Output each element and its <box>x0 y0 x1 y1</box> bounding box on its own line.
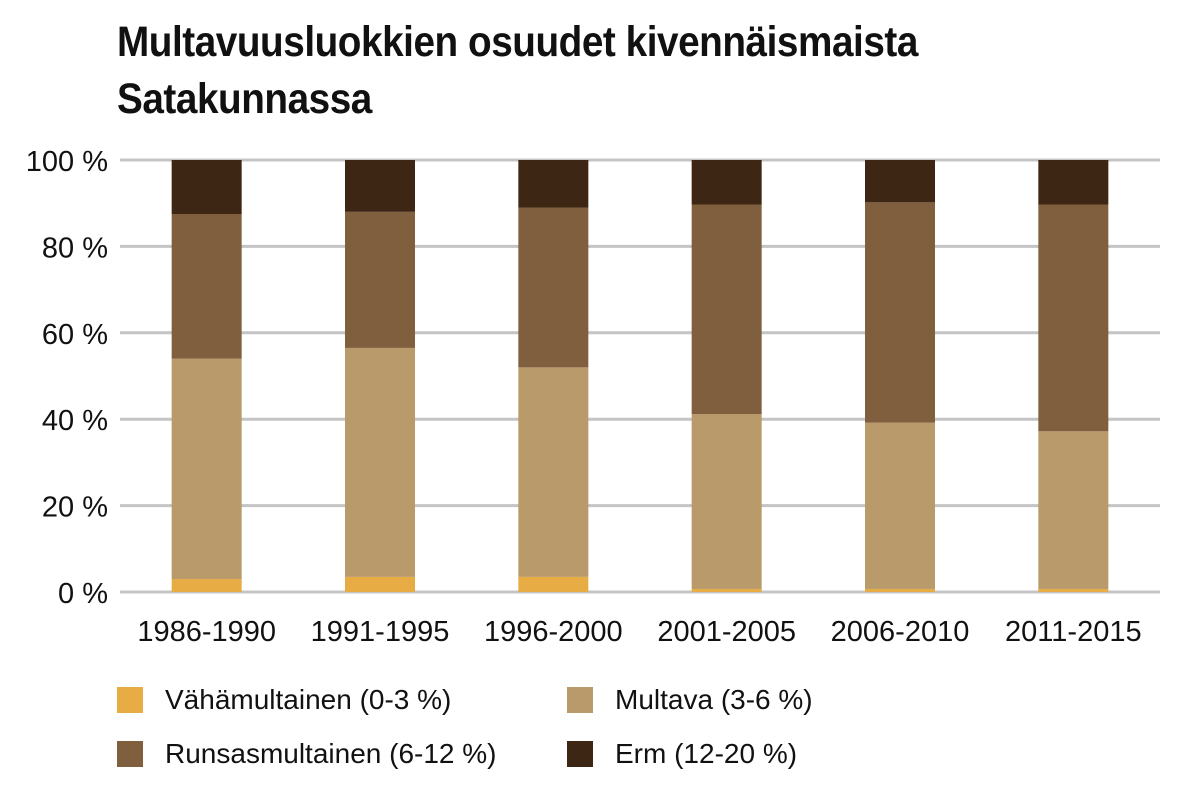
bar-segment-1-1 <box>345 347 415 577</box>
bar-segment-1-3 <box>345 160 415 212</box>
legend-label: Erm (12-20 %) <box>615 738 798 769</box>
bar-segment-4-1 <box>865 422 935 589</box>
bar-segment-2-2 <box>518 207 589 368</box>
bar-segment-5-0 <box>1038 588 1109 592</box>
x-tick-label: 2006-2010 <box>831 616 970 648</box>
legend-swatch <box>117 741 143 767</box>
legend-item: Erm (12-20 %) <box>567 734 797 774</box>
bars <box>171 160 1109 592</box>
bar-segment-3-0 <box>691 588 762 592</box>
bar-segment-0-1 <box>171 358 242 580</box>
x-tick-label: 1986-1990 <box>137 616 276 648</box>
y-tick-label: 80 % <box>42 232 108 264</box>
legend-swatch <box>117 687 143 713</box>
x-tick-label: 2001-2005 <box>657 616 796 648</box>
bar-segment-4-0 <box>865 588 935 592</box>
x-tick-label: 2011-2015 <box>1005 616 1142 648</box>
x-tick-label: 1996-2000 <box>484 616 623 648</box>
y-tick-label: 100 % <box>26 146 108 178</box>
legend-label: Multava (3-6 %) <box>615 684 813 715</box>
bar-segment-3-1 <box>691 414 762 589</box>
legend-item: Multava (3-6 %) <box>567 680 813 720</box>
y-tick-label: 40 % <box>42 405 108 437</box>
y-axis-ticks: 0 % 20 % 40 % 60 % 80 % 100 % <box>26 146 108 610</box>
legend-swatch <box>567 687 593 713</box>
bar-segment-2-3 <box>518 160 589 208</box>
bar-segment-3-2 <box>691 204 762 415</box>
bar-segment-2-0 <box>518 576 589 592</box>
bar-segment-2-1 <box>518 367 589 577</box>
y-tick-label: 60 % <box>42 319 108 351</box>
x-tick-label: 1991-1995 <box>311 616 450 648</box>
bar-segment-4-3 <box>865 160 935 203</box>
bar-segment-0-2 <box>171 214 242 359</box>
bar-segment-5-3 <box>1038 160 1109 205</box>
gridlines <box>120 158 1160 594</box>
legend-item: Runsasmultainen (6-12 %) <box>117 734 497 774</box>
legend: Vähämultainen (0-3 %) Multava (3-6 %) Runs… <box>117 680 917 780</box>
bar-segment-3-3 <box>691 160 762 205</box>
bar-segment-1-0 <box>345 576 415 592</box>
legend-label: Vähämultainen (0-3 %) <box>165 684 452 715</box>
bar-segment-1-2 <box>345 211 415 348</box>
legend-label: Runsasmultainen (6-12 %) <box>165 738 497 769</box>
bar-segment-5-2 <box>1038 204 1109 432</box>
y-tick-label: 0 % <box>58 578 108 610</box>
legend-swatch <box>567 741 593 767</box>
bar-segment-5-1 <box>1038 431 1109 589</box>
chart-title: Multavuusluokkien osuudet kivennäismaist… <box>117 18 918 123</box>
legend-item: Vähämultainen (0-3 %) <box>117 680 451 720</box>
bar-segment-0-0 <box>171 579 242 592</box>
x-axis-ticks: 1986-1990 1991-1995 1996-2000 2001-2005 2006… <box>137 616 1141 648</box>
bar-segment-4-2 <box>865 202 935 423</box>
bar-segment-0-3 <box>171 160 242 214</box>
y-tick-label: 20 % <box>42 492 108 524</box>
